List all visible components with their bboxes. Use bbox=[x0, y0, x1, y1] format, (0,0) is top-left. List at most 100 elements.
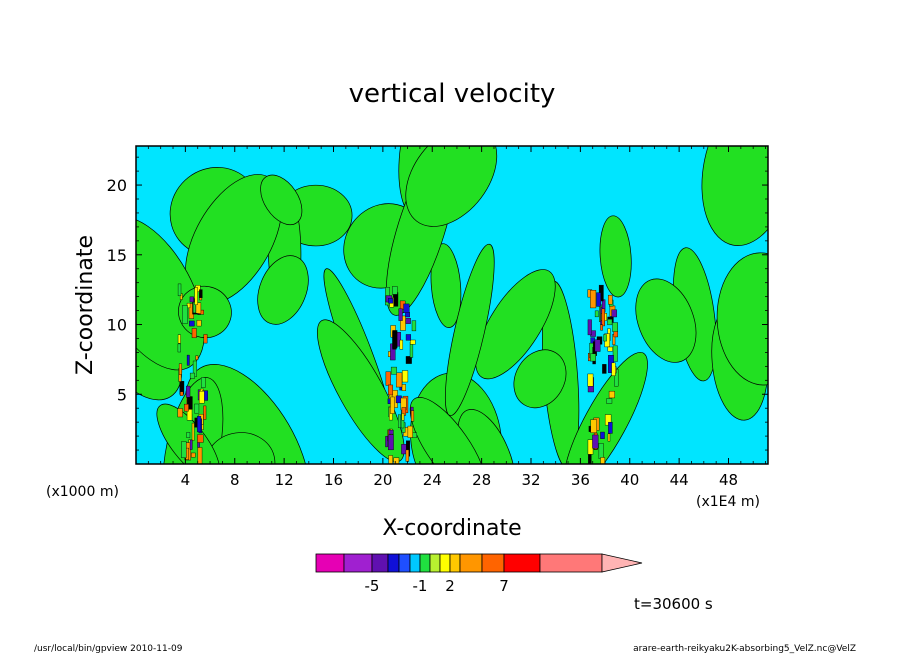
updraft-cell bbox=[405, 356, 412, 364]
updraft-cell bbox=[197, 415, 202, 433]
updraft-cell bbox=[197, 447, 203, 464]
updraft-cell bbox=[189, 296, 194, 303]
colorbar bbox=[315, 553, 643, 573]
updraft-cell bbox=[388, 384, 393, 396]
updraft-column bbox=[587, 284, 619, 464]
updraft-cell bbox=[197, 434, 204, 443]
x-tick-label: 8 bbox=[230, 471, 240, 489]
updraft-cell bbox=[385, 371, 391, 386]
contour-region bbox=[257, 255, 309, 325]
contour-field bbox=[136, 146, 768, 464]
updraft-cell bbox=[189, 372, 195, 379]
x-tick-label: 24 bbox=[423, 471, 442, 489]
colorbar-segment bbox=[409, 553, 421, 573]
updraft-cell bbox=[587, 319, 592, 336]
contour-region bbox=[260, 174, 303, 226]
colorbar-segment bbox=[371, 553, 389, 573]
colorbar-segment bbox=[343, 553, 373, 573]
colorbar-tick-label: 7 bbox=[499, 577, 509, 595]
updraft-cell bbox=[177, 408, 183, 418]
updraft-cell bbox=[401, 384, 406, 392]
colorbar-tick-label: -5 bbox=[365, 577, 380, 595]
colorbar-segment bbox=[419, 553, 431, 573]
updraft-cell bbox=[396, 372, 403, 388]
updraft-cell bbox=[405, 449, 410, 462]
x-tick-label: 44 bbox=[670, 471, 689, 489]
updraft-cell bbox=[186, 432, 191, 438]
updraft-cell bbox=[192, 360, 197, 377]
contour-region bbox=[136, 216, 205, 371]
updraft-cell bbox=[179, 391, 184, 396]
plot-frame bbox=[135, 145, 769, 465]
updraft-cell bbox=[600, 431, 605, 439]
x-tick-label: 20 bbox=[373, 471, 392, 489]
x-tick-label: 40 bbox=[620, 471, 639, 489]
updraft-cell bbox=[400, 315, 406, 331]
updraft-cell bbox=[398, 308, 403, 321]
updraft-cell bbox=[181, 441, 187, 458]
colorbar-tick-label: 2 bbox=[445, 577, 455, 595]
updraft-cell bbox=[177, 283, 182, 297]
updraft-cell bbox=[184, 403, 189, 412]
updraft-cell bbox=[402, 370, 409, 383]
updraft-cell bbox=[611, 362, 616, 376]
x-tick-label: 32 bbox=[521, 471, 540, 489]
colorbar-segment bbox=[539, 553, 603, 573]
updraft-cell bbox=[411, 320, 417, 332]
updraft-cell bbox=[611, 309, 617, 318]
chart-title: vertical velocity bbox=[349, 79, 556, 109]
updraft-cell bbox=[390, 366, 397, 375]
updraft-cell bbox=[608, 390, 615, 399]
y-tick-label: 15 bbox=[107, 246, 127, 265]
contour-region bbox=[475, 269, 556, 380]
updraft-cell bbox=[612, 322, 618, 332]
updraft-column bbox=[385, 286, 417, 464]
updraft-cell bbox=[199, 289, 203, 299]
colorbar-segment bbox=[387, 553, 400, 573]
updraft-cell bbox=[388, 298, 394, 304]
updraft-cell bbox=[385, 436, 388, 448]
colorbar-segment bbox=[503, 553, 541, 573]
contour-region bbox=[409, 397, 487, 464]
updraft-cell bbox=[388, 455, 393, 464]
colorbar-segment bbox=[481, 553, 505, 573]
x-tick-label: 28 bbox=[472, 471, 491, 489]
y-tick-label: 5 bbox=[117, 385, 127, 404]
updraft-cell bbox=[388, 434, 394, 451]
updraft-cell bbox=[196, 320, 202, 327]
y-axis-label: Z-coordinate bbox=[73, 235, 98, 375]
updraft-cell bbox=[189, 320, 195, 327]
updraft-cell bbox=[191, 328, 197, 339]
colorbar-segment bbox=[398, 553, 411, 573]
updraft-cell bbox=[178, 363, 182, 375]
updraft-cell bbox=[612, 345, 618, 362]
footer-left: /usr/local/bin/gpview 2010-11-09 bbox=[34, 644, 183, 654]
updraft-cell bbox=[587, 373, 594, 387]
colorbar-segment bbox=[459, 553, 483, 573]
plot-area bbox=[135, 145, 769, 465]
updraft-cell bbox=[185, 385, 191, 398]
x-tick-label: 16 bbox=[324, 471, 343, 489]
footer-right: arare-earth-reikyaku2K-absorbing5_VelZ.n… bbox=[633, 644, 856, 654]
updraft-cell bbox=[606, 398, 613, 404]
updraft-cell bbox=[590, 290, 597, 309]
x-axis: 4 8 12 16 20 24 28 32 36 40 44 48 bbox=[147, 146, 766, 489]
updraft-cell bbox=[182, 305, 188, 324]
updraft-cell bbox=[410, 410, 415, 422]
contour-region bbox=[716, 252, 768, 386]
contour-region bbox=[457, 409, 516, 464]
updraft-cell bbox=[191, 422, 195, 441]
updraft-cell bbox=[190, 452, 196, 458]
updraft-cell bbox=[590, 419, 597, 433]
updraft-cell bbox=[607, 319, 613, 326]
contour-region bbox=[405, 146, 498, 227]
updraft-cell bbox=[194, 287, 198, 305]
contour-region bbox=[635, 278, 697, 363]
updraft-cell bbox=[198, 390, 205, 404]
updraft-cell bbox=[399, 339, 404, 350]
updraft-cell bbox=[590, 353, 596, 362]
updraft-cell bbox=[403, 303, 410, 314]
x-unit-left: (x1000 m) bbox=[46, 484, 119, 500]
updraft-cell bbox=[186, 354, 190, 366]
